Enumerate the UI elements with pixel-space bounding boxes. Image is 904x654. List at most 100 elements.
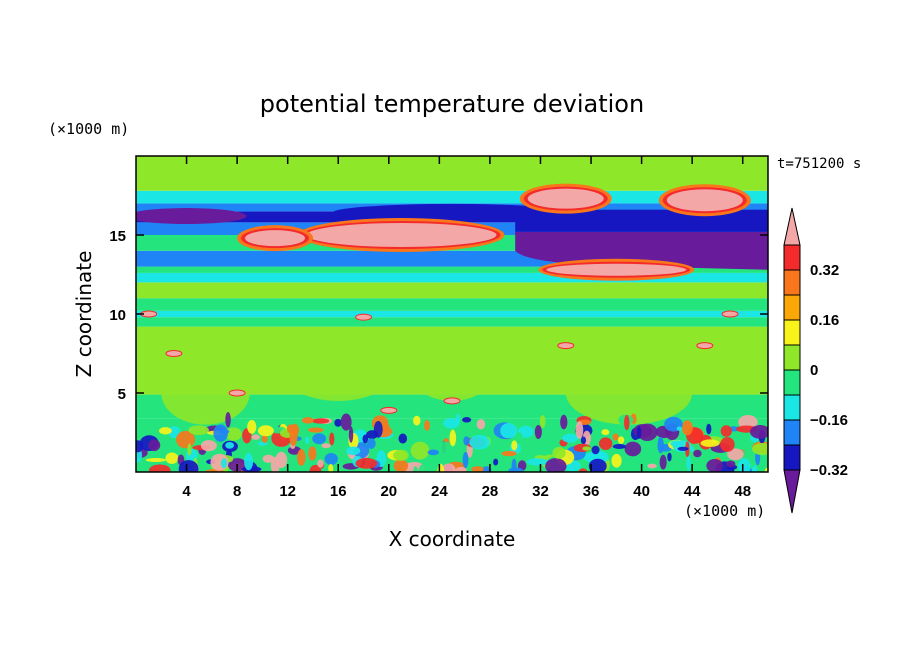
- field-eddy: [501, 450, 517, 457]
- field-eddy: [706, 458, 724, 472]
- y-axis-label: Z coordinate: [72, 251, 96, 378]
- field-spot: [228, 389, 246, 397]
- field-eddy: [612, 443, 626, 450]
- field-eddy: [624, 414, 630, 431]
- field-eddy: [398, 433, 408, 444]
- field-eddy: [225, 427, 242, 441]
- x-tick-label: 36: [583, 483, 600, 500]
- y-unit-label: (×1000 m): [48, 120, 129, 138]
- field-eddy: [449, 429, 457, 447]
- field-eddy: [617, 436, 625, 444]
- field-eddy: [353, 442, 370, 459]
- field-patch: [287, 353, 389, 401]
- field-eddy: [726, 460, 736, 468]
- field-eddy: [591, 445, 600, 455]
- field-eddy: [575, 421, 584, 439]
- field-eddy: [219, 429, 230, 434]
- colorbar-label: 0.16: [810, 312, 839, 329]
- field-eddy: [580, 436, 587, 445]
- field-eddy: [418, 462, 438, 472]
- colorbar-level: [783, 269, 801, 296]
- field-eddy: [366, 438, 376, 449]
- field-eddy: [677, 446, 689, 451]
- colorbar-level: [783, 444, 801, 471]
- field-eddy: [188, 425, 209, 435]
- x-tick-label: 20: [380, 483, 397, 500]
- field-eddy: [764, 467, 768, 472]
- field-eddy: [511, 440, 518, 451]
- field-spot: [165, 350, 183, 357]
- x-tick-label: 28: [482, 483, 499, 500]
- field-eddy: [200, 440, 217, 452]
- colorbar-level: [783, 369, 801, 396]
- field-eddy: [296, 449, 306, 466]
- y-tick-label: 5: [118, 386, 126, 403]
- field-eddy: [251, 434, 261, 440]
- field-cold-region: [136, 208, 247, 225]
- field-eddy: [601, 429, 610, 436]
- field-eddy: [481, 466, 492, 472]
- field-eddy: [693, 449, 702, 458]
- field-eddy: [727, 448, 744, 461]
- field-warm-region: [546, 263, 687, 276]
- field-eddy: [462, 451, 469, 469]
- field-eddy: [362, 434, 369, 444]
- x-unit-label: (×1000 m): [684, 502, 765, 520]
- field-eddy: [545, 458, 567, 472]
- x-tick-label: 16: [330, 483, 347, 500]
- field-eddy: [140, 459, 151, 471]
- x-axis: 4 8 12 16 20 24 28 32 36 40 44 48: [182, 156, 751, 500]
- field-eddy: [681, 420, 693, 436]
- field-eddy: [534, 425, 542, 440]
- field-eddy: [700, 439, 720, 447]
- field-eddy: [588, 458, 607, 472]
- field-eddy: [612, 433, 619, 441]
- field-eddy: [410, 441, 430, 460]
- field-eddy: [329, 432, 335, 446]
- field-eddy: [511, 458, 517, 472]
- field-eddy: [463, 436, 470, 446]
- field-band: [136, 272, 768, 283]
- field-patch: [565, 361, 693, 425]
- x-tick-label: 44: [684, 483, 701, 500]
- field-eddy: [413, 415, 421, 426]
- y-tick-label: 10: [109, 307, 126, 324]
- y-tick-label: 15: [109, 228, 126, 245]
- field-eddy: [158, 427, 172, 435]
- field-eddy: [175, 430, 196, 449]
- field-eddy: [324, 452, 338, 465]
- x-tick-label: 12: [279, 483, 296, 500]
- field-eddy: [469, 435, 490, 450]
- field-eddy: [136, 440, 144, 453]
- colorbar-level: [783, 294, 801, 321]
- field-eddy: [317, 459, 324, 468]
- colorbar-level: [783, 244, 801, 271]
- field-eddy: [462, 417, 472, 423]
- x-tick-label: 24: [431, 483, 448, 500]
- field-eddy: [516, 432, 523, 441]
- field-eddy: [624, 441, 642, 457]
- field-eddy: [261, 434, 268, 443]
- field-warm-region: [306, 223, 497, 247]
- field-eddy: [493, 458, 499, 466]
- field-eddy: [471, 466, 484, 472]
- field-eddy: [311, 418, 330, 424]
- field-eddy: [751, 465, 758, 472]
- field-eddy: [257, 425, 274, 437]
- field-eddy: [165, 452, 179, 464]
- field-eddy: [307, 427, 324, 433]
- colorbar-label: −0.32: [810, 462, 848, 479]
- field-eddy: [286, 424, 294, 434]
- time-label: t=751200 s: [777, 156, 861, 172]
- field-eddy: [148, 464, 171, 472]
- field-eddy: [455, 413, 461, 425]
- field-warm-region: [527, 188, 604, 209]
- colorbar-level: [783, 394, 801, 421]
- field-eddy: [393, 459, 409, 472]
- field-patch: [414, 353, 490, 401]
- field-warm-region: [245, 230, 306, 247]
- field-eddy: [425, 440, 443, 446]
- field-eddy: [560, 414, 568, 430]
- field-eddy: [706, 423, 712, 435]
